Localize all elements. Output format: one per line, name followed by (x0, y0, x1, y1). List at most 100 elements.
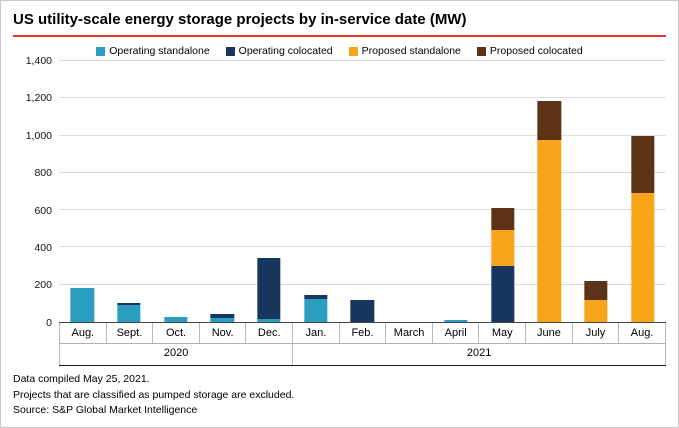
stacked-bar (397, 61, 420, 322)
bar-segment-operating-standalone (117, 305, 141, 322)
y-axis-tick-label: 0 (46, 316, 52, 329)
footnote: Data compiled May 25, 2021. (13, 372, 150, 385)
bar-segment-operating-colocated (304, 294, 328, 300)
stacked-bar (70, 61, 95, 322)
stacked-bar (490, 61, 515, 322)
y-axis-tick-label: 1,200 (25, 92, 52, 105)
legend: Operating standalone Operating colocated… (13, 45, 666, 57)
stacked-bar (630, 61, 655, 322)
bar-segment-proposed-colocated (537, 101, 561, 141)
y-axis-tick-label: 400 (34, 241, 52, 254)
bar-segment-operating-standalone (257, 318, 281, 322)
gridline (59, 60, 666, 61)
bar-column (59, 61, 106, 322)
bar-segment-proposed-colocated (490, 208, 515, 230)
bar-segment-operating-standalone (210, 318, 235, 322)
bar-segment-operating-standalone (304, 299, 328, 322)
bar-segment-proposed-standalone (584, 300, 608, 322)
gridline (59, 209, 666, 210)
x-axis-year-label: 2020 (59, 343, 294, 365)
y-axis-tick-label: 1,000 (25, 129, 52, 142)
x-axis-months: Aug. Sept. Oct. Nov. Dec. Jan. Feb. March April M… (59, 322, 666, 344)
bar-column (106, 61, 153, 322)
bar-column (433, 61, 480, 322)
stacked-bar (537, 61, 561, 322)
bar-column (479, 61, 526, 322)
legend-item-proposed-colocated: Proposed colocated (476, 45, 583, 57)
chart-grid: 0 200 400 600 800 1,000 1,200 1,400 Aug. Sept. Oc… (13, 55, 666, 366)
stacked-bar (210, 61, 235, 322)
bar-segment-operating-colocated (257, 258, 281, 319)
legend-swatch (225, 46, 235, 56)
x-axis-year-label: 2021 (293, 343, 666, 365)
legend-swatch (348, 46, 358, 56)
y-axis: 0 200 400 600 800 1,000 1,200 1,400 (13, 55, 59, 329)
gridline (59, 171, 666, 173)
stacked-bar (164, 61, 188, 322)
bar-segment-proposed-standalone (490, 229, 515, 266)
bar-segment-proposed-standalone (537, 140, 561, 322)
y-axis-tick-label: 1,400 (25, 55, 52, 67)
stacked-bar (257, 61, 281, 322)
x-axis-month-label: March (386, 322, 433, 343)
y-axis-tick-label: 600 (34, 204, 52, 217)
legend-swatch (476, 46, 486, 56)
x-axis-month-label: July (573, 322, 620, 343)
stacked-bar (444, 61, 468, 322)
bar-column (292, 61, 339, 322)
bar-segment-operating-colocated (350, 300, 375, 322)
footnote: Source: S&P Global Market Intelligence (13, 404, 198, 417)
bar-segment-proposed-standalone (630, 193, 655, 322)
legend-item-proposed-standalone: Proposed standalone (348, 45, 461, 57)
footnotes: Data compiled May 25, 2021. Projects tha… (13, 366, 666, 419)
gridline (59, 134, 666, 136)
gridline (59, 97, 666, 99)
bar-segment-operating-standalone (70, 288, 95, 322)
legend-label: Operating colocated (238, 45, 333, 57)
y-axis-tick-label: 800 (34, 167, 52, 180)
chart: 0 200 400 600 800 1,000 1,200 1,400 Aug. Sept. Oc… (13, 55, 666, 366)
x-axis-month-label: Nov. (200, 322, 247, 343)
axis-spacer (13, 344, 59, 366)
x-axis-years: 2020 2021 (59, 343, 666, 366)
bar-segment-operating-colocated (117, 303, 141, 305)
bar-segment-operating-standalone (444, 319, 468, 322)
bar-column (246, 61, 293, 322)
bar-segment-proposed-colocated (584, 280, 608, 301)
title-accent-rule (13, 35, 666, 37)
gridline (59, 283, 666, 285)
legend-label: Operating standalone (109, 45, 210, 57)
legend-label: Proposed standalone (361, 45, 461, 57)
legend-item-operating-standalone: Operating standalone (96, 45, 210, 57)
stacked-bar (304, 61, 328, 322)
bar-column (199, 61, 246, 322)
stacked-bar (117, 61, 141, 322)
gridline (59, 246, 666, 248)
stacked-bar (350, 61, 375, 322)
bar-segment-operating-standalone (164, 317, 188, 322)
bar-column (526, 61, 573, 322)
bar-column (619, 61, 666, 322)
legend-item-operating-colocated: Operating colocated (225, 45, 333, 57)
bar-column (152, 61, 199, 322)
x-axis-month-label: April (433, 322, 480, 343)
x-axis-month-label: Aug. (619, 322, 666, 343)
y-axis-tick-label: 200 (34, 279, 52, 292)
x-axis-month-label: Dec. (246, 322, 294, 343)
x-axis-month-label: Feb. (340, 322, 387, 343)
legend-swatch (96, 46, 106, 56)
stacked-bar (584, 61, 608, 322)
x-axis-month-label: Oct. (153, 322, 200, 343)
x-axis-month-label: Jan. (293, 322, 340, 343)
bar-column (573, 61, 620, 322)
footnote: Projects that are classified as pumped s… (13, 388, 295, 401)
bar-segment-proposed-colocated (630, 135, 655, 194)
bar-column (339, 61, 386, 322)
x-axis-month-label: May (479, 322, 527, 343)
plot-area (59, 60, 666, 323)
x-axis-month-label: Sept. (107, 322, 154, 343)
bar-segment-operating-colocated (210, 314, 235, 319)
bar-column (386, 61, 433, 322)
bars-layer (59, 61, 666, 322)
